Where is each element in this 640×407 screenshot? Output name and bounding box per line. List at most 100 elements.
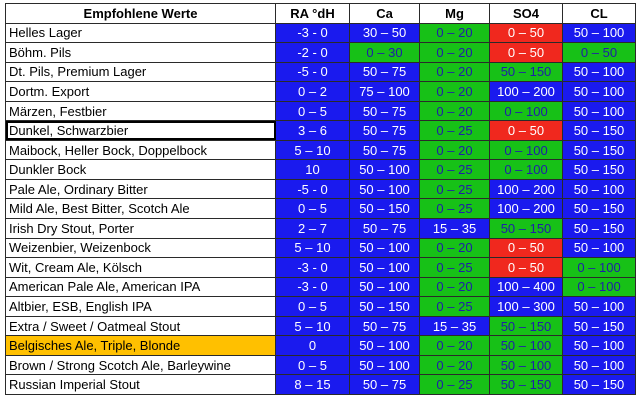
cell-ca[interactable]: 50 – 150 bbox=[349, 198, 420, 220]
cell-mg[interactable]: 0 – 20 bbox=[419, 81, 490, 102]
cell-cl[interactable]: 50 – 100 bbox=[562, 22, 636, 44]
cell-mg[interactable]: 0 – 20 bbox=[419, 42, 490, 63]
cell-beer-style[interactable]: Wit, Cream Ale, Kölsch bbox=[5, 257, 276, 278]
cell-ca[interactable]: 50 – 75 bbox=[349, 100, 420, 122]
cell-ra[interactable]: -5 - 0 bbox=[275, 178, 350, 200]
cell-ca[interactable]: 50 – 75 bbox=[349, 218, 420, 239]
cell-ra[interactable]: 5 – 10 bbox=[275, 237, 350, 259]
cell-ra[interactable]: -5 - 0 bbox=[275, 61, 350, 83]
cell-beer-style[interactable]: Russian Imperial Stout bbox=[5, 374, 276, 395]
cell-ra[interactable]: -2 - 0 bbox=[275, 42, 350, 63]
cell-ca[interactable]: 50 – 100 bbox=[349, 178, 420, 200]
cell-ca[interactable]: 50 – 75 bbox=[349, 120, 420, 141]
cell-cl[interactable]: 50 – 150 bbox=[562, 159, 636, 180]
cell-mg[interactable]: 0 – 20 bbox=[419, 100, 490, 122]
cell-beer-style[interactable]: American Pale Ale, American IPA bbox=[5, 276, 276, 298]
cell-beer-style[interactable]: Dortm. Export bbox=[5, 81, 276, 102]
cell-beer-style[interactable]: Dt. Pils, Premium Lager bbox=[5, 61, 276, 83]
cell-mg[interactable]: 0 – 20 bbox=[419, 61, 490, 83]
cell-so4[interactable]: 0 – 100 bbox=[489, 159, 563, 180]
cell-mg[interactable]: 0 – 25 bbox=[419, 159, 490, 180]
cell-beer-style[interactable]: Mild Ale, Best Bitter, Scotch Ale bbox=[5, 198, 276, 220]
cell-cl[interactable]: 50 – 150 bbox=[562, 139, 636, 161]
cell-ca[interactable]: 50 – 75 bbox=[349, 61, 420, 83]
cell-so4[interactable]: 100 – 200 bbox=[489, 81, 563, 102]
cell-mg[interactable]: 0 – 20 bbox=[419, 354, 490, 376]
cell-ra[interactable]: 2 – 7 bbox=[275, 218, 350, 239]
cell-beer-style[interactable]: Weizenbier, Weizenbock bbox=[5, 237, 276, 259]
cell-mg[interactable]: 0 – 25 bbox=[419, 178, 490, 200]
cell-cl[interactable]: 50 – 150 bbox=[562, 218, 636, 239]
cell-mg[interactable]: 0 – 25 bbox=[419, 296, 490, 317]
cell-cl[interactable]: 50 – 150 bbox=[562, 198, 636, 220]
cell-ra[interactable]: 5 – 10 bbox=[275, 139, 350, 161]
cell-beer-style[interactable]: Maibock, Heller Bock, Doppelbock bbox=[5, 139, 276, 161]
cell-cl[interactable]: 0 – 100 bbox=[562, 257, 636, 278]
header-cl[interactable]: CL bbox=[562, 3, 636, 24]
cell-ca[interactable]: 50 – 100 bbox=[349, 276, 420, 298]
cell-mg[interactable]: 0 – 25 bbox=[419, 198, 490, 220]
cell-ca[interactable]: 50 – 100 bbox=[349, 159, 420, 180]
cell-ca[interactable]: 50 – 100 bbox=[349, 257, 420, 278]
cell-cl[interactable]: 50 – 150 bbox=[562, 374, 636, 395]
cell-cl[interactable]: 50 – 100 bbox=[562, 354, 636, 376]
cell-ra[interactable]: 3 – 6 bbox=[275, 120, 350, 141]
cell-cl[interactable]: 50 – 100 bbox=[562, 296, 636, 317]
cell-cl[interactable]: 50 – 100 bbox=[562, 61, 636, 83]
cell-so4[interactable]: 100 – 400 bbox=[489, 276, 563, 298]
cell-so4[interactable]: 100 – 300 bbox=[489, 296, 563, 317]
cell-beer-style[interactable]: Dunkel, Schwarzbier bbox=[5, 120, 276, 141]
cell-so4[interactable]: 0 – 50 bbox=[489, 22, 563, 44]
cell-ca[interactable]: 50 – 100 bbox=[349, 354, 420, 376]
cell-ra[interactable]: 8 – 15 bbox=[275, 374, 350, 395]
cell-cl[interactable]: 0 – 50 bbox=[562, 42, 636, 63]
cell-ra[interactable]: -3 - 0 bbox=[275, 276, 350, 298]
cell-cl[interactable]: 50 – 100 bbox=[562, 335, 636, 356]
cell-so4[interactable]: 0 – 100 bbox=[489, 100, 563, 122]
cell-mg[interactable]: 0 – 20 bbox=[419, 276, 490, 298]
cell-ca[interactable]: 50 – 150 bbox=[349, 296, 420, 317]
cell-so4[interactable]: 50 – 150 bbox=[489, 374, 563, 395]
cell-cl[interactable]: 50 – 100 bbox=[562, 237, 636, 259]
cell-beer-style[interactable]: Brown / Strong Scotch Ale, Barleywine bbox=[5, 354, 276, 376]
cell-mg[interactable]: 15 – 35 bbox=[419, 218, 490, 239]
header-ra[interactable]: RA °dH bbox=[275, 3, 350, 24]
cell-mg[interactable]: 0 – 20 bbox=[419, 22, 490, 44]
header-so4[interactable]: SO4 bbox=[489, 3, 563, 24]
cell-ra[interactable]: 0 bbox=[275, 335, 350, 356]
cell-so4[interactable]: 50 – 150 bbox=[489, 61, 563, 83]
cell-beer-style[interactable]: Helles Lager bbox=[5, 22, 276, 44]
cell-ca[interactable]: 75 – 100 bbox=[349, 81, 420, 102]
cell-ra[interactable]: 0 – 2 bbox=[275, 81, 350, 102]
cell-beer-style[interactable]: Extra / Sweet / Oatmeal Stout bbox=[5, 315, 276, 337]
cell-cl[interactable]: 50 – 150 bbox=[562, 315, 636, 337]
cell-so4[interactable]: 50 – 100 bbox=[489, 354, 563, 376]
header-style[interactable]: Empfohlene Werte bbox=[5, 3, 276, 24]
cell-so4[interactable]: 0 – 100 bbox=[489, 139, 563, 161]
cell-beer-style[interactable]: Böhm. Pils bbox=[5, 42, 276, 63]
cell-so4[interactable]: 0 – 50 bbox=[489, 257, 563, 278]
cell-ca[interactable]: 50 – 75 bbox=[349, 139, 420, 161]
cell-beer-style[interactable]: Altbier, ESB, English IPA bbox=[5, 296, 276, 317]
cell-mg[interactable]: 0 – 20 bbox=[419, 335, 490, 356]
cell-ca[interactable]: 0 – 30 bbox=[349, 42, 420, 63]
cell-mg[interactable]: 0 – 25 bbox=[419, 257, 490, 278]
cell-cl[interactable]: 0 – 100 bbox=[562, 276, 636, 298]
cell-ca[interactable]: 30 – 50 bbox=[349, 22, 420, 44]
cell-so4[interactable]: 0 – 50 bbox=[489, 237, 563, 259]
cell-cl[interactable]: 50 – 100 bbox=[562, 100, 636, 122]
cell-so4[interactable]: 100 – 200 bbox=[489, 178, 563, 200]
cell-ra[interactable]: 0 – 5 bbox=[275, 100, 350, 122]
cell-ra[interactable]: 0 – 5 bbox=[275, 296, 350, 317]
cell-mg[interactable]: 0 – 25 bbox=[419, 374, 490, 395]
cell-ca[interactable]: 50 – 75 bbox=[349, 315, 420, 337]
cell-beer-style[interactable]: Märzen, Festbier bbox=[5, 100, 276, 122]
cell-ra[interactable]: 0 – 5 bbox=[275, 198, 350, 220]
cell-beer-style[interactable]: Belgisches Ale, Triple, Blonde bbox=[5, 335, 276, 356]
cell-ca[interactable]: 50 – 100 bbox=[349, 237, 420, 259]
cell-mg[interactable]: 0 – 20 bbox=[419, 139, 490, 161]
cell-beer-style[interactable]: Dunkler Bock bbox=[5, 159, 276, 180]
cell-beer-style[interactable]: Irish Dry Stout, Porter bbox=[5, 218, 276, 239]
cell-mg[interactable]: 0 – 25 bbox=[419, 120, 490, 141]
cell-ra[interactable]: -3 - 0 bbox=[275, 22, 350, 44]
